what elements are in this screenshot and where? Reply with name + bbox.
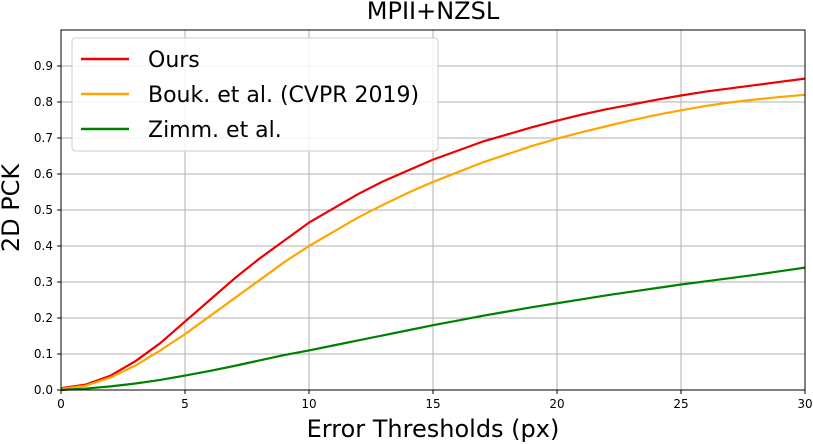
legend-label-2: Bouk. et al. (CVPR 2019) (148, 83, 419, 108)
x-tick-label: 15 (425, 397, 440, 411)
series-lines (60, 77, 806, 392)
x-tick-label: 20 (549, 397, 564, 411)
y-tick-label: 0.3 (34, 275, 53, 289)
y-tick-label: 0.0 (34, 383, 53, 397)
x-axis-label: Error Thresholds (px) (307, 415, 560, 443)
chart-title: MPII+NZSL (367, 0, 500, 25)
y-tick-label: 0.4 (34, 239, 53, 253)
series-line-1 (60, 77, 806, 390)
legend: Ours Bouk. et al. (CVPR 2019) Zimm. et al. (71, 37, 439, 152)
legend-label-3: Zimm. et al. (148, 118, 282, 143)
series-line-2 (60, 93, 806, 391)
y-tick-label: 0.2 (34, 311, 53, 325)
x-tick-label: 10 (301, 397, 316, 411)
legend-box (71, 37, 439, 152)
y-tick-label: 0.9 (34, 59, 53, 73)
x-tick-label: 30 (797, 397, 812, 411)
x-tick-label: 25 (673, 397, 688, 411)
legend-label-1: Ours (148, 48, 200, 73)
y-tick-label: 0.1 (34, 347, 53, 361)
x-tick-label: 0 (57, 397, 65, 411)
y-tick-label: 0.7 (34, 131, 53, 145)
y-axis-label: 2D PCK (0, 163, 25, 253)
y-tick-label: 0.5 (34, 203, 53, 217)
y-tick-label: 0.8 (34, 95, 53, 109)
x-tick-label: 5 (181, 397, 189, 411)
y-tick-label: 0.6 (34, 167, 53, 181)
axis-ticks: 0 5 10 15 20 25 30 0.0 0.1 0.2 0.3 0.4 0.5 0.6 0.7 0.8 0… (34, 59, 813, 411)
series-line-3 (60, 266, 806, 392)
